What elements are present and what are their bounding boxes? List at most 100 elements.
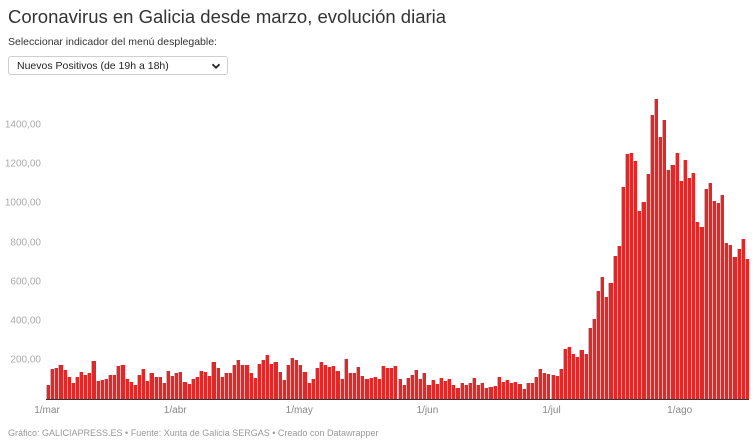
bar [658, 137, 663, 399]
bar [637, 211, 642, 399]
bar [492, 386, 497, 399]
chevron-down-icon [211, 63, 221, 69]
y-tick-label: 1200,00 [4, 158, 41, 170]
bar [732, 257, 737, 399]
bar [95, 381, 100, 399]
bar [323, 364, 328, 399]
bar [517, 383, 522, 399]
bar [608, 283, 613, 399]
bar [653, 99, 658, 399]
bar [571, 354, 576, 399]
bar [633, 161, 638, 399]
chart-footer: Gráfico: GALICIAPRESS.ES • Fuente: Xunta… [8, 428, 379, 438]
bar [219, 377, 224, 399]
bar [186, 383, 191, 399]
bar [83, 374, 88, 399]
bar [641, 202, 646, 399]
bar [744, 258, 749, 399]
bar [521, 389, 526, 399]
bar [612, 256, 617, 399]
bar [277, 372, 282, 399]
indicator-dropdown[interactable]: Nuevos Positivos (de 19h a 18h) [8, 56, 228, 75]
y-tick-label: 400,00 [10, 315, 41, 327]
bar [649, 115, 654, 399]
bar [629, 153, 634, 399]
bar [736, 249, 741, 399]
bar [136, 374, 142, 399]
bar [112, 374, 117, 399]
bar [199, 371, 204, 399]
bar [364, 379, 369, 399]
bar [397, 379, 402, 399]
bar [488, 386, 493, 399]
bar [579, 350, 584, 399]
bar [525, 382, 530, 399]
bar [244, 364, 249, 399]
bar [678, 181, 683, 399]
bar [546, 373, 551, 399]
bar [182, 382, 187, 399]
bar [50, 369, 55, 399]
bar [405, 377, 410, 399]
bar [467, 382, 472, 399]
bar [273, 362, 278, 399]
bar [591, 319, 596, 399]
bar [314, 368, 319, 399]
y-tick-label: 1400,00 [4, 119, 41, 131]
bar-chart-plot [46, 90, 749, 399]
bar [509, 382, 514, 399]
y-tick-label: 1000,00 [4, 197, 41, 209]
bar [285, 364, 290, 399]
bar [215, 368, 220, 399]
bar [62, 370, 67, 399]
bar [385, 368, 390, 399]
bar [120, 364, 125, 399]
bar [695, 222, 700, 399]
bar [550, 374, 555, 399]
bar [604, 296, 609, 399]
bar [74, 377, 80, 399]
bar [194, 377, 199, 399]
bar [289, 357, 295, 399]
bar [128, 382, 133, 399]
bar [252, 377, 257, 399]
bar [711, 201, 716, 399]
bar [227, 373, 233, 399]
bar [103, 379, 109, 399]
bar [422, 373, 427, 399]
bar [108, 374, 113, 399]
bar [401, 384, 406, 399]
bar [459, 382, 464, 399]
bar [211, 362, 216, 399]
bar [476, 384, 481, 399]
bar [451, 384, 456, 399]
bar [157, 377, 162, 399]
bar [624, 154, 630, 399]
bar [70, 382, 75, 399]
bar [327, 367, 332, 399]
bar [430, 380, 435, 399]
bar [600, 276, 605, 399]
bar [562, 348, 568, 399]
y-tick-label: 200,00 [10, 354, 41, 366]
bar [558, 369, 563, 399]
bar [703, 189, 708, 399]
bar [529, 382, 534, 399]
bar [595, 291, 601, 399]
bar [116, 365, 121, 399]
bar [145, 381, 150, 399]
bar [533, 377, 539, 399]
bar [724, 243, 729, 399]
bar [281, 380, 286, 399]
bar [426, 384, 431, 399]
bar [265, 355, 270, 399]
bar [153, 377, 158, 399]
bar [480, 382, 485, 399]
bar [666, 170, 671, 399]
bar [232, 364, 237, 399]
bar [409, 374, 415, 399]
bar [170, 375, 175, 399]
bar [442, 381, 448, 399]
bar [414, 370, 419, 399]
bar [463, 384, 468, 399]
